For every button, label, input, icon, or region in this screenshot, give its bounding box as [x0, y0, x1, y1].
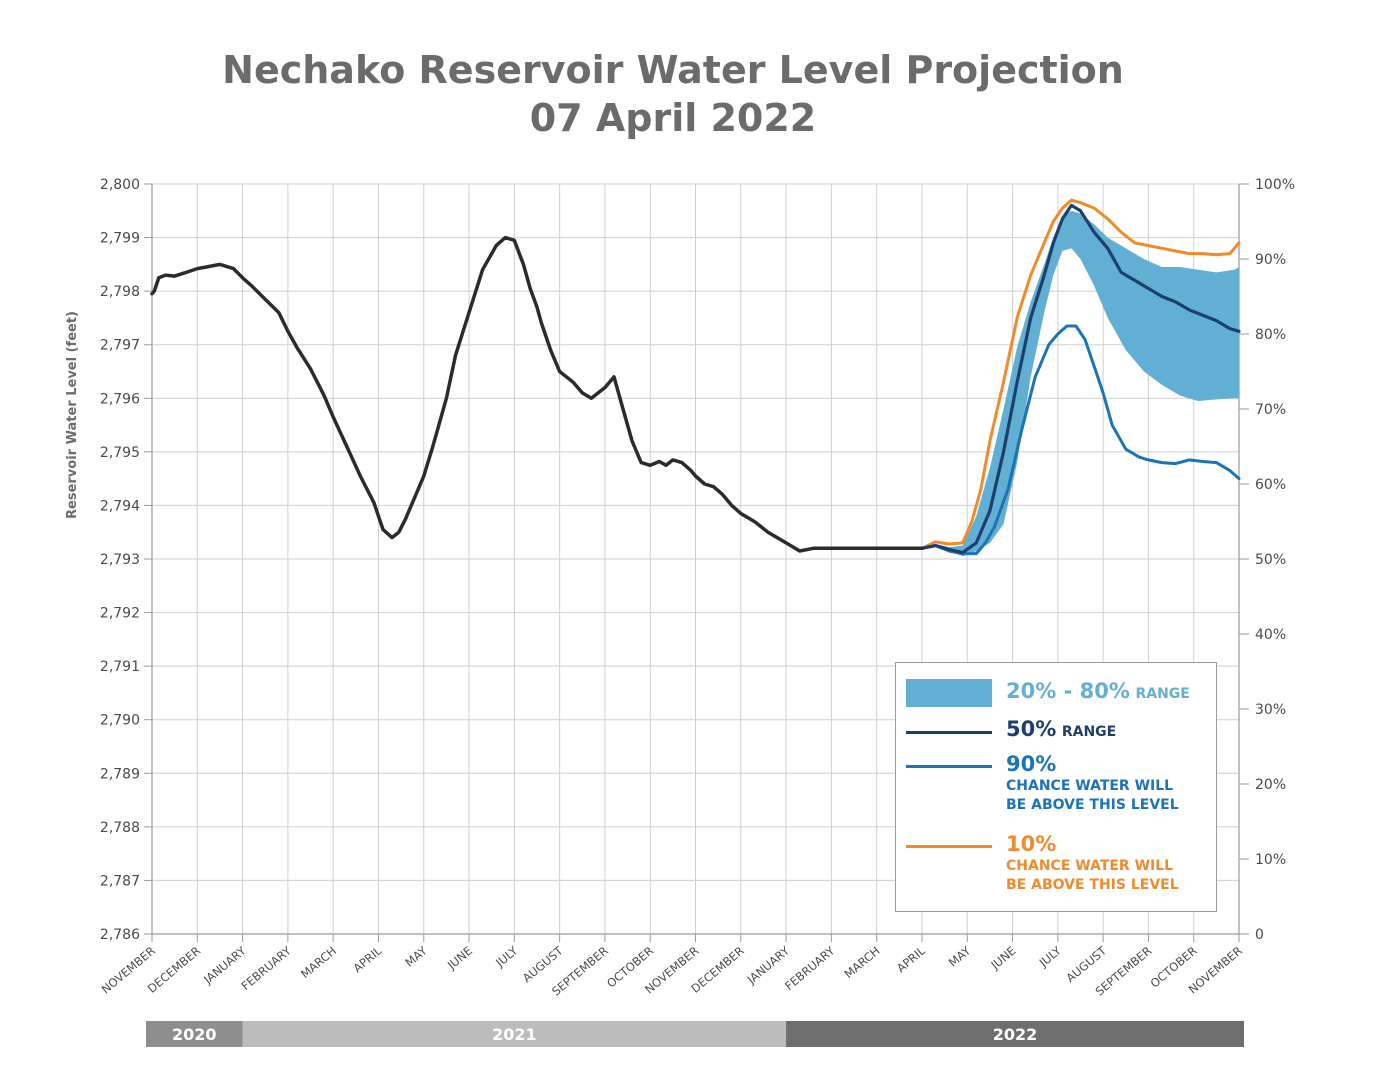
- year-label-2020: 2020: [172, 1025, 217, 1044]
- y2-tick-label: 90%: [1255, 252, 1286, 268]
- y-tick-label: 2,791: [100, 659, 140, 675]
- x-tick-label: MAY: [946, 943, 974, 970]
- x-tick-label: JUNE: [987, 944, 1018, 973]
- year-bar-2020: [146, 1021, 243, 1047]
- y2-tick-label: 100%: [1255, 177, 1295, 193]
- y-tick-label: 2,795: [100, 445, 140, 461]
- x-tick-label: FEBRUARY: [782, 943, 838, 993]
- legend-label-p90: 90% CHANCE WATER WILL BE ABOVE THIS LEVE…: [1006, 751, 1179, 815]
- legend-swatch-p50: [906, 731, 992, 734]
- legend-p10-line2: BE ABOVE THIS LEVEL: [1006, 877, 1179, 893]
- legend-band-small: RANGE: [1135, 686, 1190, 702]
- legend: 20% - 80% RANGE 50% RANGE 90% CHANCE WAT…: [895, 662, 1217, 912]
- legend-p50-small: RANGE: [1061, 724, 1117, 740]
- x-tick-label: JUNE: [444, 944, 475, 973]
- y2-tick-label: 0: [1255, 927, 1264, 943]
- legend-p90-big: 90%: [1006, 752, 1057, 776]
- y2-tick-label: 30%: [1255, 702, 1286, 718]
- y-tick-label: 2,799: [100, 231, 140, 247]
- band-20-80: [922, 210, 1239, 557]
- legend-swatch-p90: [906, 765, 992, 768]
- y2-tick-label: 40%: [1255, 627, 1286, 643]
- x-tick-label: APRIL: [350, 943, 384, 975]
- y2-tick-label: 20%: [1255, 777, 1286, 793]
- x-tick-label: APRIL: [894, 943, 928, 975]
- series-lines: [150, 198, 1241, 556]
- x-tick-label: MAY: [402, 943, 430, 970]
- legend-swatch-band: [906, 679, 992, 707]
- y2-tick-label: 60%: [1255, 477, 1286, 493]
- legend-p10-line1: CHANCE WATER WILL: [1006, 858, 1174, 874]
- series-p90-line: [920, 324, 1241, 556]
- y-tick-label: 2,793: [100, 552, 140, 568]
- chart-title: Nechako Reservoir Water Level Projection…: [0, 46, 1346, 142]
- y-tick-label: 2,788: [100, 820, 140, 836]
- y-tick-label: 2,798: [100, 284, 140, 300]
- series-p50-line: [920, 203, 1241, 555]
- x-tick-label: FEBRUARY: [239, 943, 295, 993]
- series-p10-line: [920, 198, 1241, 550]
- y-tick-label: 2,787: [100, 873, 140, 889]
- legend-label-p50: 50% RANGE: [1006, 717, 1116, 741]
- year-bar-2021: [242, 1021, 787, 1047]
- x-tick-label: MARCH: [298, 944, 339, 982]
- y-tick-label: 2,789: [100, 766, 140, 782]
- chart-title-line1: Nechako Reservoir Water Level Projection: [222, 48, 1124, 92]
- legend-p90-line1: CHANCE WATER WILL: [1006, 778, 1174, 794]
- legend-label-p10: 10% CHANCE WATER WILL BE ABOVE THIS LEVE…: [1006, 831, 1179, 895]
- y-tick-label: 2,786: [100, 927, 140, 943]
- y-tick-label: 2,792: [100, 606, 140, 622]
- band-20-80-area: [922, 210, 1239, 557]
- x-tick-label: MARCH: [842, 944, 883, 982]
- y-tick-label: 2,794: [100, 498, 140, 514]
- year-bar-2022: [786, 1021, 1244, 1047]
- y2-tick-label: 70%: [1255, 402, 1286, 418]
- y2-tick-label: 80%: [1255, 327, 1286, 343]
- year-bar: 2020 2021 2022: [146, 1021, 1244, 1047]
- y-tick-label: 2,790: [100, 713, 140, 729]
- legend-p90-line2: BE ABOVE THIS LEVEL: [1006, 797, 1179, 813]
- y-axis-label: Reservoir Water Level (feet): [65, 311, 80, 519]
- year-label-2022: 2022: [993, 1025, 1038, 1044]
- legend-band-big: 20% - 80%: [1006, 679, 1130, 703]
- y-tick-label: 2,797: [100, 338, 140, 354]
- x-tick-label: JULY: [1036, 943, 1065, 970]
- series-historic-line: [150, 235, 924, 553]
- y2-tick-label: 10%: [1255, 852, 1286, 868]
- y2-tick-label: 50%: [1255, 552, 1286, 568]
- legend-swatch-p10: [906, 845, 992, 848]
- y-tick-label: 2,800: [100, 177, 140, 193]
- legend-p10-big: 10%: [1006, 832, 1057, 856]
- x-tick-label: JULY: [492, 943, 521, 970]
- year-label-2021: 2021: [492, 1025, 537, 1044]
- legend-p50-big: 50%: [1006, 717, 1057, 741]
- chart-title-line2: 07 April 2022: [529, 96, 817, 140]
- y-tick-label: 2,796: [100, 391, 140, 407]
- legend-label-band: 20% - 80% RANGE: [1006, 679, 1190, 703]
